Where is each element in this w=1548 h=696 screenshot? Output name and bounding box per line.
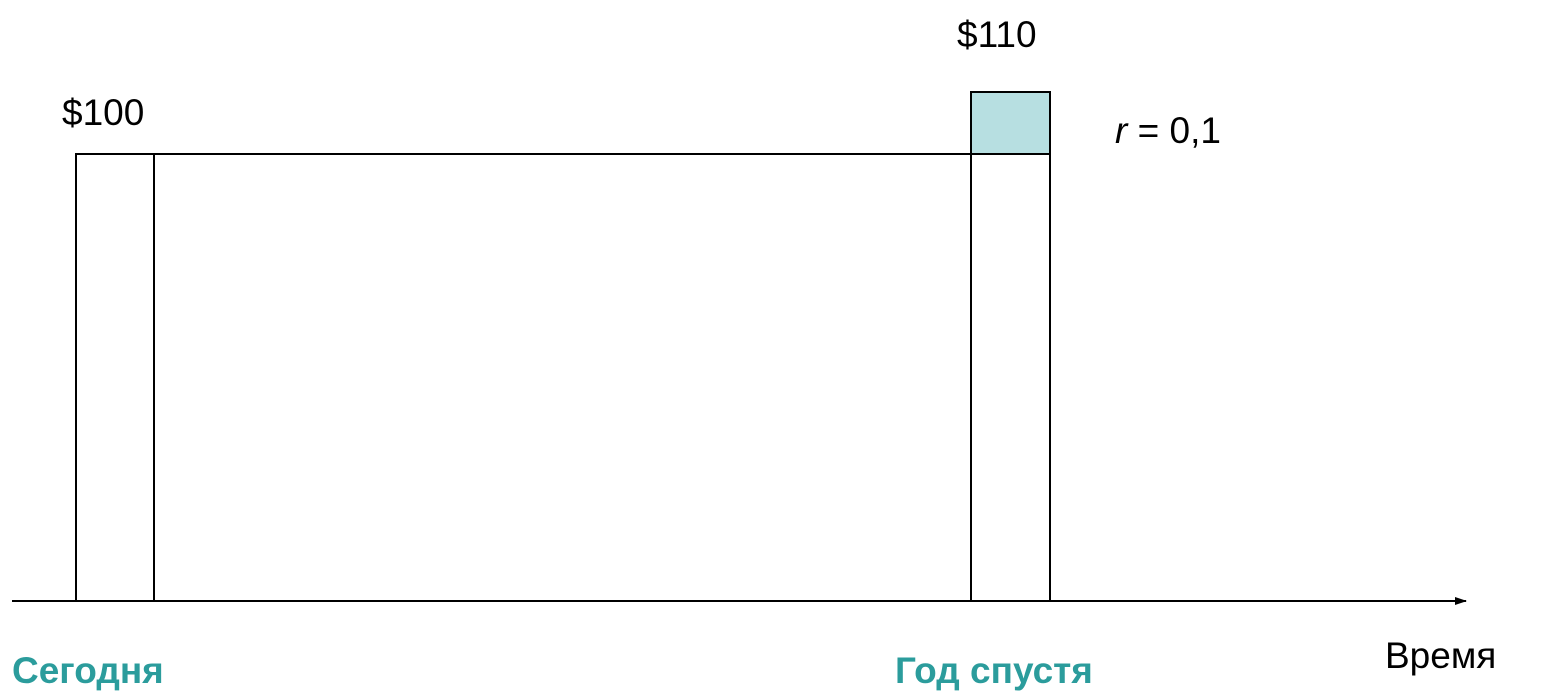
start-label: Сегодня [12,650,164,691]
rate-variable: r [1115,110,1129,151]
today-amount: $100 [62,92,144,133]
future-box [970,153,1051,602]
axis-label: Время [1385,635,1496,676]
interest-box [970,91,1051,155]
rate-value: = 0,1 [1127,110,1221,151]
future-amount: $110 [957,14,1037,55]
today-box [75,153,155,602]
rate-label: r = 0,1 [1115,110,1221,151]
end-label: Год спустя [895,650,1093,691]
